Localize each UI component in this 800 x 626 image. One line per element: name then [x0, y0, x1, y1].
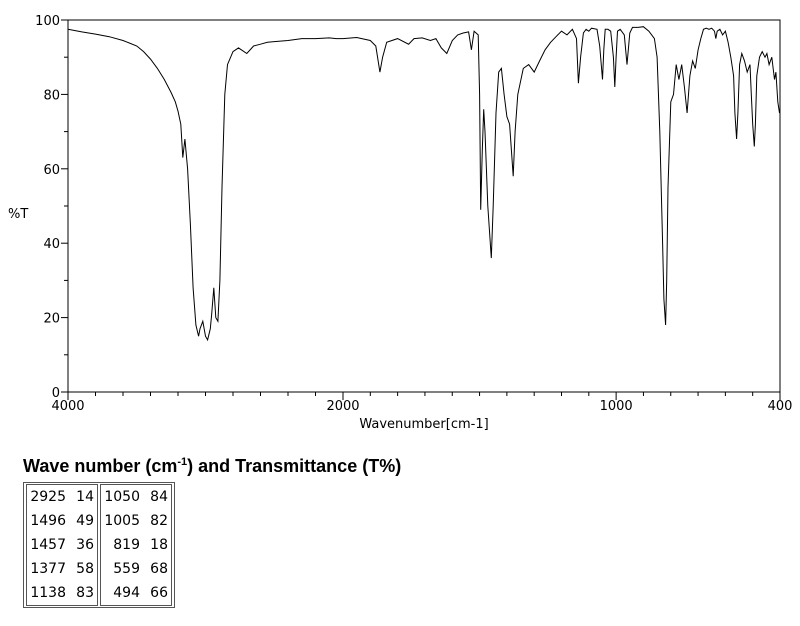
table-row: 1377 58	[27, 557, 97, 581]
table-row: 2925 14	[27, 485, 97, 509]
wavenumber-cell: 494	[113, 585, 140, 601]
wavenumber-cell: 2925	[30, 489, 66, 505]
wavenumber-cell: 1050	[104, 489, 140, 505]
y-tick-label: 80	[43, 88, 60, 103]
wavenumber-cell: 1496	[30, 513, 66, 529]
table-row: 1005 82	[101, 509, 171, 533]
x-tick-label: 2000	[326, 399, 359, 414]
transmittance-cell: 49	[76, 513, 94, 529]
y-tick-label: 100	[35, 14, 60, 29]
peak-table: 2925 14 1496 49 1457 36 1377 58 1138 83 1050 8…	[23, 482, 175, 608]
wavenumber-cell: 819	[113, 537, 140, 553]
peak-table-title-superscript: -1	[177, 456, 188, 468]
peak-table-right: 1050 84 1005 82 819 18 559 68 494 66	[100, 484, 172, 606]
wavenumber-cell: 1377	[30, 561, 66, 577]
table-row: 1138 83	[27, 581, 97, 605]
transmittance-cell: 58	[76, 561, 94, 577]
x-tick-label: 1000	[600, 399, 633, 414]
peak-table-left: 2925 14 1496 49 1457 36 1377 58 1138 83	[26, 484, 98, 606]
table-row: 1496 49	[27, 509, 97, 533]
wavenumber-cell: 1457	[30, 537, 66, 553]
transmittance-cell: 66	[150, 585, 168, 601]
axis-ticks	[61, 19, 781, 400]
table-row: 559 68	[101, 557, 171, 581]
transmittance-cell: 14	[76, 489, 94, 505]
y-tick-label: 40	[43, 237, 60, 252]
table-row: 1050 84	[101, 485, 171, 509]
x-tick-label: 400	[768, 399, 793, 414]
transmittance-cell: 18	[150, 537, 168, 553]
table-row: 1457 36	[27, 533, 97, 557]
transmittance-cell: 68	[150, 561, 168, 577]
table-row: 494 66	[101, 581, 171, 605]
plot-area	[67, 19, 781, 393]
peak-table-title-suffix: ) and Transmittance (T%)	[187, 456, 402, 476]
plot-border	[67, 19, 781, 393]
peak-table-title-prefix: Wave number (cm	[23, 456, 178, 476]
y-tick-label: 0	[52, 386, 60, 401]
transmittance-cell: 82	[150, 513, 168, 529]
axis-tick-labels: 0 20 40 60 80 100 4000 2000 1000 400	[35, 14, 792, 414]
wavenumber-cell: 1005	[104, 513, 140, 529]
table-row: 819 18	[101, 533, 171, 557]
transmittance-cell: 83	[76, 585, 94, 601]
wavenumber-cell: 1138	[30, 585, 66, 601]
transmittance-cell: 36	[76, 537, 94, 553]
x-axis-label: Wavenumber[cm-1]	[359, 417, 488, 432]
transmittance-cell: 84	[150, 489, 168, 505]
y-tick-label: 20	[43, 312, 60, 327]
x-tick-label: 4000	[51, 399, 84, 414]
peak-table-title: Wave number (cm-1) and Transmittance (T%…	[23, 456, 401, 477]
y-tick-label: 60	[43, 163, 60, 178]
ir-spectrum-chart: 0 20 40 60 80 100 4000 2000 1000 400 %T Wavenumbe…	[8, 14, 792, 432]
wavenumber-cell: 559	[113, 561, 140, 577]
spectrum-line	[67, 26, 781, 342]
y-axis-label: %T	[8, 207, 28, 222]
